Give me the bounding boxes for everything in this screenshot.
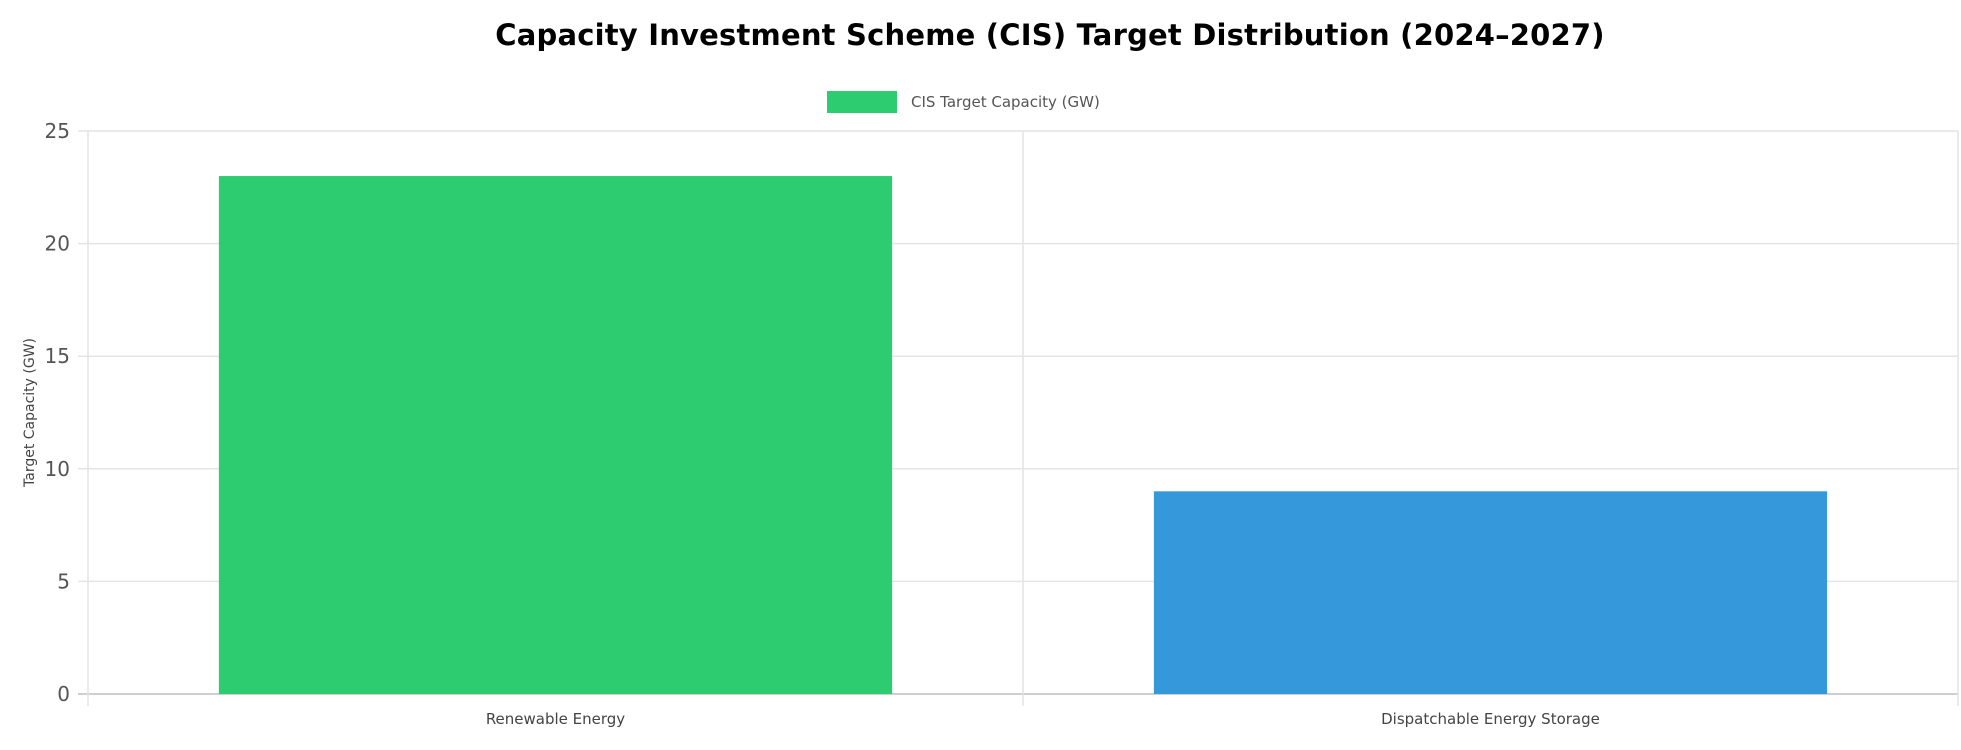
legend[interactable]: CIS Target Capacity (GW) bbox=[827, 91, 1100, 113]
legend-swatch bbox=[827, 91, 897, 113]
y-tick-label: 5 bbox=[57, 569, 70, 593]
y-tick-label: 25 bbox=[45, 119, 70, 143]
x-tick-label: Renewable Energy bbox=[486, 710, 625, 728]
chart-title: Capacity Investment Scheme (CIS) Target … bbox=[495, 18, 1605, 52]
y-axis-title: Target Capacity (GW) bbox=[22, 338, 38, 488]
x-tick-label: Dispatchable Energy Storage bbox=[1381, 710, 1600, 728]
y-tick-label: 10 bbox=[45, 457, 70, 481]
y-tick-label: 20 bbox=[45, 232, 70, 256]
bar bbox=[1153, 491, 1828, 694]
legend-label: CIS Target Capacity (GW) bbox=[911, 93, 1100, 111]
y-tick-label: 15 bbox=[45, 344, 70, 368]
y-tick-label: 0 bbox=[57, 682, 70, 706]
bar bbox=[218, 176, 893, 695]
